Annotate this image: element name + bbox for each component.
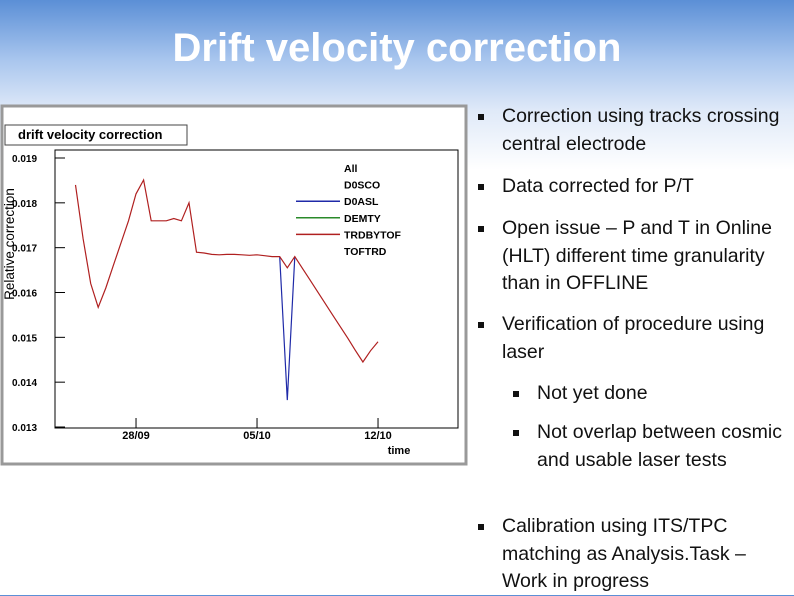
y-axis-label: Relative correction (2, 188, 17, 300)
legend-label: D0SCO (344, 180, 380, 192)
legend-label: All (344, 163, 358, 175)
bullet: Open issue – P and T in Online (HLT) dif… (478, 215, 782, 298)
plot-frame (54, 149, 459, 429)
chart-title: drift velocity correction (18, 127, 163, 142)
bullet: Verification of procedure using laser (478, 311, 782, 366)
y-tick-label: 0.014 (12, 378, 37, 389)
y-tick-label: 0.018 (12, 199, 37, 210)
legend-label: D0ASL (344, 196, 379, 208)
chart: drift velocity correction Relative corre… (0, 104, 468, 466)
bullet: Correction using tracks crossing central… (478, 103, 782, 158)
chart-frame (0, 104, 468, 466)
legend-label: TOFTRD (344, 246, 387, 258)
y-tick-label: 0.019 (12, 154, 37, 165)
legend-label: DEMTY (344, 213, 381, 225)
sub-bullet: Not overlap between cosmic and usable la… (513, 419, 782, 474)
x-tick-label: 05/10 (243, 430, 271, 442)
legend-label: TRDBYTOF (344, 229, 402, 241)
slide-title: Drift velocity correction (172, 26, 622, 70)
y-tick-label: 0.013 (12, 423, 37, 434)
y-tick-label: 0.015 (12, 333, 37, 344)
series-line (279, 256, 296, 401)
y-tick-label: 0.016 (12, 289, 37, 300)
series-line (74, 178, 379, 364)
x-tick-label: 12/10 (364, 430, 392, 442)
title-box (4, 124, 188, 146)
bullet: Calibration using ITS/TPC matching as An… (478, 513, 782, 596)
x-tick-label: 28/09 (122, 430, 150, 442)
sub-bullet: Not yet done (513, 380, 782, 408)
y-tick-label: 0.017 (12, 244, 37, 255)
bullet: Data corrected for P/T (478, 173, 782, 201)
x-axis-label: time (388, 445, 411, 457)
